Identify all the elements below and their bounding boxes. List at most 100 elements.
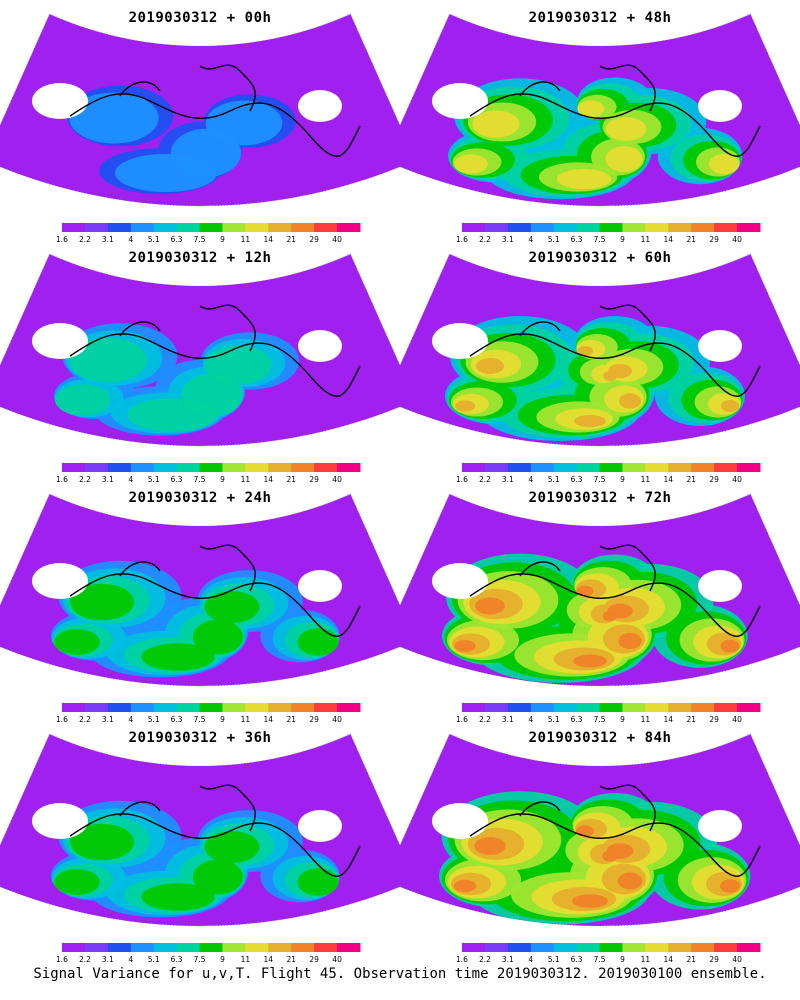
colorbar-swatch — [668, 463, 692, 472]
colorbar-swatch — [62, 223, 86, 232]
colorbar-label: 11 — [241, 475, 251, 484]
colorbar-label: 29 — [709, 235, 719, 244]
colorbar-label: 40 — [732, 235, 742, 244]
colorbar-label: 5.1 — [148, 475, 160, 484]
map-panel: 2019030312 + 60h 1.6 2.2 3.1 4 5.1 6.3 7.5 9 11 14… — [400, 246, 800, 491]
coastline — [69, 64, 361, 157]
colorbar-swatch — [530, 463, 555, 472]
colorbar-label: 9 — [620, 235, 625, 244]
colorbar-swatch — [84, 703, 109, 712]
colorbar-swatch — [484, 943, 509, 952]
map-panel: 2019030312 + 36h 1.6 2.2 3.1 4 5.1 6.3 7.5 9 11 14… — [0, 726, 400, 971]
colorbar-label: 5.1 — [548, 235, 560, 244]
colorbar-label: 4 — [128, 475, 133, 484]
panel-title: 2019030312 + 36h — [128, 730, 272, 746]
colorbar-label: 14 — [664, 475, 674, 484]
figure-caption: Signal Variance for u,v,T. Flight 45. Ob… — [33, 966, 767, 982]
colorbar-swatch — [62, 463, 86, 472]
colorbar-swatch — [462, 943, 486, 952]
colorbar-swatch — [268, 703, 292, 712]
colorbar-label: 2.2 — [79, 715, 91, 724]
panel-title: 2019030312 + 24h — [128, 490, 272, 506]
colorbar-label: 5.1 — [148, 715, 160, 724]
colorbar-label: 6.3 — [571, 715, 583, 724]
colorbar-label: 40 — [732, 715, 742, 724]
colorbar-swatch — [714, 463, 738, 472]
colorbar-label: 4 — [528, 235, 533, 244]
colorbar-swatch — [176, 223, 201, 232]
colorbar-swatch — [130, 463, 155, 472]
colorbar-label: 1.6 — [56, 235, 68, 244]
colorbar-swatch — [714, 943, 738, 952]
colorbar-label: 7.5 — [194, 955, 206, 964]
colorbar-label: 1.6 — [56, 715, 68, 724]
colorbar-swatch — [553, 223, 578, 232]
colorbar-swatch — [737, 703, 761, 712]
colorbar-swatch — [622, 703, 646, 712]
colorbar-swatch — [599, 943, 623, 952]
colorbar-swatch — [553, 943, 578, 952]
colorbar-label: 40 — [732, 955, 742, 964]
colorbar: 1.6 2.2 3.1 4 5.1 6.3 7.5 9 11 14 21 29 40 — [456, 223, 761, 244]
colorbar-swatch — [245, 463, 269, 472]
colorbar-label: 7.5 — [594, 715, 606, 724]
colorbar-swatch — [645, 703, 669, 712]
colorbar-label: 9 — [620, 715, 625, 724]
colorbar-swatch — [507, 223, 532, 232]
colorbar-label: 1.6 — [456, 715, 468, 724]
colorbar-label: 4 — [528, 955, 533, 964]
colorbar-swatch — [268, 943, 292, 952]
colorbar-label: 21 — [686, 235, 696, 244]
colorbar-swatch — [130, 703, 155, 712]
colorbar-swatch — [176, 703, 201, 712]
colorbar-label: 3.1 — [502, 235, 514, 244]
colorbar-label: 5.1 — [148, 955, 160, 964]
colorbar-label: 21 — [686, 955, 696, 964]
colorbar-swatch — [737, 223, 761, 232]
colorbar-swatch — [645, 463, 669, 472]
colorbar-swatch — [576, 463, 601, 472]
colorbar-label: 7.5 — [194, 235, 206, 244]
colorbar-swatch — [62, 703, 86, 712]
colorbar-swatch — [222, 223, 246, 232]
colorbar-label: 2.2 — [479, 475, 491, 484]
colorbar-label: 4 — [528, 715, 533, 724]
colorbar-label: 3.1 — [102, 955, 114, 964]
colorbar-label: 40 — [332, 955, 342, 964]
colorbar-swatch — [84, 943, 109, 952]
colorbar-label: 29 — [309, 475, 319, 484]
colorbar-swatch — [691, 463, 715, 472]
panel-title: 2019030312 + 84h — [528, 730, 672, 746]
colorbar-swatch — [314, 703, 338, 712]
colorbar-swatch — [337, 463, 361, 472]
colorbar-label: 11 — [241, 955, 251, 964]
colorbar-swatch — [245, 703, 269, 712]
colorbar-label: 11 — [641, 955, 651, 964]
colorbar-swatch — [153, 223, 178, 232]
colorbar-label: 2.2 — [79, 235, 91, 244]
colorbar-label: 11 — [641, 715, 651, 724]
colorbar-label: 2.2 — [479, 235, 491, 244]
colorbar-label: 6.3 — [571, 475, 583, 484]
variance-map — [400, 733, 800, 927]
colorbar-label: 3.1 — [102, 715, 114, 724]
colorbar-label: 14 — [264, 715, 274, 724]
colorbar-swatch — [291, 463, 315, 472]
colorbar-swatch — [153, 943, 178, 952]
colorbar-swatch — [622, 943, 646, 952]
colorbar-swatch — [462, 703, 486, 712]
colorbar-label: 7.5 — [594, 955, 606, 964]
colorbar-label: 29 — [309, 715, 319, 724]
coastline — [469, 784, 761, 877]
colorbar-label: 14 — [264, 475, 274, 484]
colorbar-label: 6.3 — [171, 715, 183, 724]
colorbar-label: 40 — [332, 235, 342, 244]
colorbar-swatch — [176, 943, 201, 952]
panel-title: 2019030312 + 72h — [528, 490, 672, 506]
colorbar-label: 5.1 — [548, 955, 560, 964]
colorbar-label: 5.1 — [548, 715, 560, 724]
colorbar-label: 4 — [128, 715, 133, 724]
colorbar-swatch — [153, 463, 178, 472]
colorbar-label: 40 — [732, 475, 742, 484]
colorbar-swatch — [199, 943, 223, 952]
